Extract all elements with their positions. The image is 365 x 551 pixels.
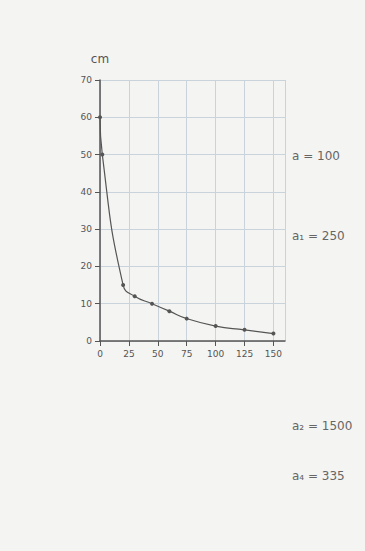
svg-text:150: 150 xyxy=(265,349,282,359)
svg-text:10: 10 xyxy=(81,299,93,309)
svg-text:a₄ = 335: a₄ = 335 xyxy=(292,469,345,483)
svg-text:40: 40 xyxy=(81,187,93,197)
svg-text:25: 25 xyxy=(123,349,134,359)
svg-text:a₁ = 250: a₁ = 250 xyxy=(292,229,345,243)
svg-text:125: 125 xyxy=(236,349,253,359)
svg-text:75: 75 xyxy=(181,349,192,359)
svg-text:70: 70 xyxy=(81,75,93,85)
svg-text:a₂ = 1500: a₂ = 1500 xyxy=(292,419,352,433)
svg-text:60: 60 xyxy=(81,112,93,122)
svg-text:a = 100: a = 100 xyxy=(292,149,340,163)
svg-text:0: 0 xyxy=(97,349,103,359)
svg-text:cm: cm xyxy=(91,52,109,66)
svg-text:100: 100 xyxy=(207,349,224,359)
svg-text:20: 20 xyxy=(81,261,93,271)
svg-text:0: 0 xyxy=(86,336,92,346)
svg-text:30: 30 xyxy=(81,224,93,234)
svg-text:50: 50 xyxy=(81,150,93,160)
svg-text:50: 50 xyxy=(152,349,164,359)
